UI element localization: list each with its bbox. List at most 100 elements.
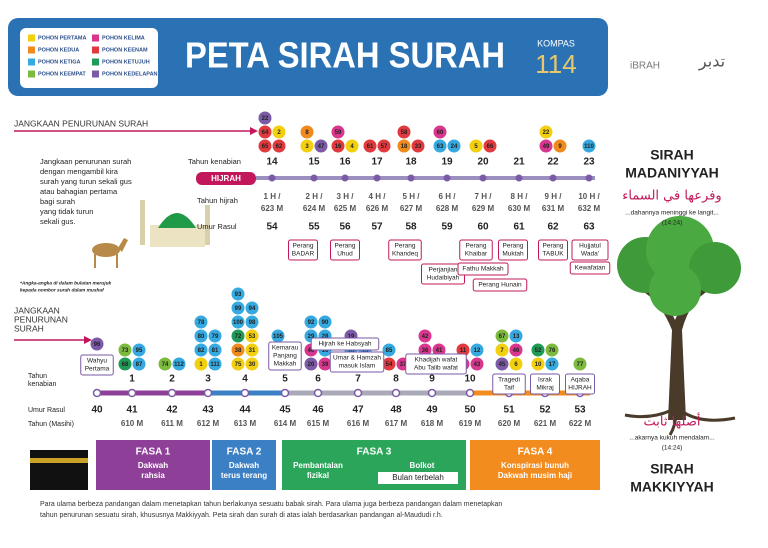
surah-circle	[433, 139, 447, 153]
row-label: Tahun (Masihi)	[28, 421, 74, 428]
event-text: Mikraj	[536, 385, 553, 392]
masihi: 618 M	[421, 419, 444, 428]
note: *Angka-angka di dalam bulatan merujuk	[20, 280, 111, 286]
masihi: 613 M	[234, 419, 257, 428]
surah-circle	[90, 337, 104, 351]
surah-number: 78	[198, 320, 205, 326]
event-text: Khadijah wafat	[415, 357, 458, 364]
timeline-dot	[310, 174, 318, 182]
surah-circle	[483, 139, 497, 153]
surah-number: 46	[513, 348, 520, 354]
surah-number: 92	[308, 320, 315, 326]
phase-text: Konspirasi bunuh	[501, 461, 569, 470]
event-text: Aqaba	[571, 377, 590, 384]
year: 2	[169, 374, 175, 385]
surah-circle	[470, 357, 484, 371]
timeline-dot	[203, 388, 213, 398]
kaaba	[30, 450, 88, 490]
surah-circle	[231, 315, 245, 329]
timeline-dot	[313, 388, 323, 398]
timeline-dot	[373, 174, 381, 182]
side-title: SIRAH	[650, 461, 694, 477]
event-text: Khandeq	[392, 251, 418, 258]
arabic: وفرعها في السماء	[622, 189, 721, 204]
age: 42	[166, 405, 178, 416]
surah-number: 3	[305, 144, 309, 150]
surah-number: 98	[249, 320, 256, 326]
surah-number: 96	[94, 342, 101, 348]
surah-circle	[539, 139, 553, 153]
age: 60	[477, 222, 489, 233]
age: 56	[339, 222, 351, 233]
surah-circle	[470, 343, 484, 357]
event-text: Kemarau	[272, 345, 299, 352]
surah-circle	[432, 343, 446, 357]
surah-circle	[172, 357, 186, 371]
legend-swatch	[92, 34, 99, 42]
intro-line: bagi surah	[40, 197, 75, 206]
surah-circle	[208, 329, 222, 343]
intro-line: Jangkaan penurunan surah	[40, 157, 131, 166]
surah-circle	[245, 329, 259, 343]
hijri: 9 H /	[545, 192, 563, 201]
surah-number: 41	[436, 348, 443, 354]
surah-number: 95	[136, 348, 143, 354]
surah-number: 80	[198, 334, 205, 340]
age: 48	[390, 405, 402, 416]
surah-number: 11	[460, 348, 467, 354]
surah-circle	[531, 343, 545, 357]
surah-number: 100	[233, 320, 244, 326]
surah-number: 45	[499, 362, 506, 368]
age: 54	[266, 222, 278, 233]
age: 57	[371, 222, 383, 233]
kompas-number: 114	[535, 49, 576, 79]
event-text: Umar & Hamzah	[333, 355, 381, 362]
arrow-head	[250, 127, 258, 135]
surah-number: 5	[474, 144, 478, 150]
year: 10	[464, 374, 476, 385]
surah-circle	[382, 357, 396, 371]
surah-circle	[194, 343, 208, 357]
logo: تدبر	[698, 52, 725, 72]
surah-circle	[377, 139, 391, 153]
title: PETA SIRAH SURAH	[185, 35, 505, 76]
row-label: Tahun hijrah	[197, 196, 238, 205]
legend-label: POHON KELIMA	[102, 35, 145, 41]
year: 7	[355, 374, 361, 385]
intro-line: surah yang turun sekali gus	[40, 177, 132, 186]
age: 62	[547, 222, 559, 233]
surah-number: 81	[212, 348, 219, 354]
quote: ...akarnya kukuh mendalam...	[629, 435, 714, 442]
event-text: Perang	[293, 243, 314, 250]
legend-label: POHON KEEMPAT	[38, 71, 86, 77]
surah-circle	[397, 139, 411, 153]
year: 4	[242, 374, 248, 385]
event-text: masuk Islam	[339, 363, 375, 370]
surah-number: 49	[543, 144, 550, 150]
surah-circle	[194, 357, 208, 371]
year: 3	[205, 374, 211, 385]
masihi: 616 M	[347, 419, 370, 428]
phase-box	[212, 440, 276, 490]
phase-box	[96, 440, 210, 490]
age: 41	[126, 405, 138, 416]
phase-text: rahsia	[141, 471, 165, 480]
event-box	[268, 341, 302, 371]
surah-number: 77	[577, 362, 584, 368]
surah-number: 64	[262, 130, 269, 136]
arabic: أصلها ثابت	[643, 413, 700, 430]
event-text: Taif	[504, 385, 514, 392]
legend-label: POHON KETUJUH	[102, 59, 150, 65]
event-text: Israk	[538, 377, 553, 384]
note: kepada nombor surah dalam mushaf	[20, 287, 104, 293]
year: 15	[308, 157, 320, 168]
event-text: HIJRAH	[568, 385, 592, 392]
surah-circle	[258, 139, 272, 153]
surah-number: 62	[276, 144, 283, 150]
event-box	[459, 239, 493, 261]
surah-number: 82	[198, 348, 205, 354]
phase-text: Dakwah	[229, 461, 259, 470]
masihi: 621 M	[534, 419, 557, 428]
legend-label: POHON PERTAMA	[38, 35, 87, 41]
event-box	[538, 239, 568, 261]
